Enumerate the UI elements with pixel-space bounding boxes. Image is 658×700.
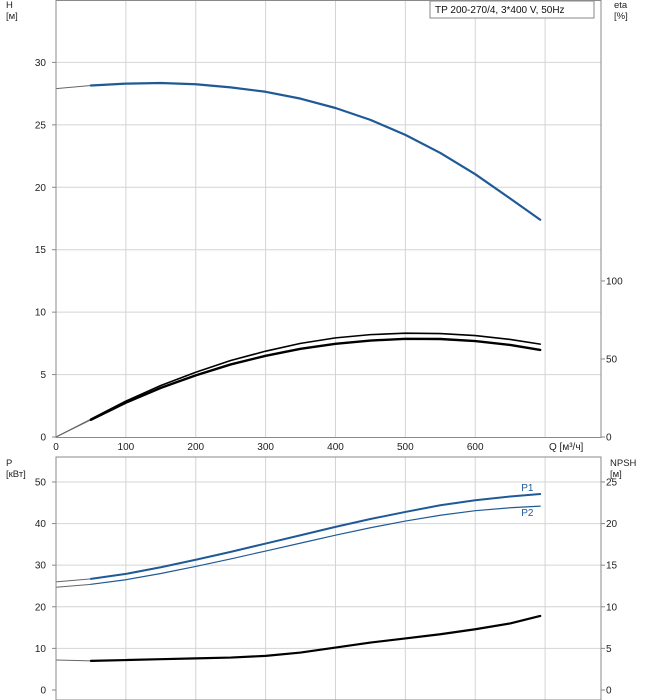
series-line-extension	[55, 578, 92, 583]
x-tick-label: 0	[53, 442, 59, 453]
x-tick-label: 600	[467, 442, 484, 453]
legend-box	[429, 0, 595, 19]
y-tick-label-left: 30	[35, 561, 47, 572]
y-tick-label-left: 20	[35, 602, 47, 613]
series-line-extension	[55, 583, 92, 588]
y-axis-label-left: H [м]	[6, 0, 18, 22]
y-tick-label-right: 20	[606, 519, 618, 530]
y-axis-label-left: P [кВт]	[6, 458, 26, 480]
y-tick-label-right: 0	[606, 433, 612, 444]
bottom-panel-grid	[56, 457, 601, 700]
series-line	[89, 614, 542, 662]
x-axis-label: Q [м³/ч]	[549, 442, 584, 453]
series-line-extension	[55, 85, 92, 90]
axis-labels: H [м] eta [%] P [кВт] NPSH [м] Q [м³/ч]	[6, 0, 637, 480]
y-tick-label-right: 25	[606, 477, 618, 488]
y-tick-label-left: 15	[35, 245, 47, 256]
y-tick-label-right: 15	[606, 561, 618, 572]
y-tick-label-right: 10	[606, 602, 618, 613]
y-tick-label-right: 100	[606, 276, 623, 287]
series-label: P2	[521, 508, 534, 519]
y-tick-label-left: 10	[35, 308, 47, 319]
legend-text: TP 200-270/4, 3*400 V, 50Hz	[435, 5, 565, 16]
series-line-extension	[55, 659, 92, 662]
y-tick-label-right: 0	[606, 686, 612, 697]
bottom-panel-frame	[55, 456, 602, 700]
series-line	[89, 493, 542, 580]
series-line-extension	[55, 419, 92, 438]
y-tick-label-right: 50	[606, 354, 618, 365]
y-tick-label-left: 50	[35, 477, 47, 488]
series-label: P1	[521, 483, 534, 494]
y-tick-label-left: 30	[35, 58, 47, 69]
series-line	[90, 505, 541, 585]
y-tick-label-left: 10	[35, 644, 47, 655]
y-axis-label-right: NPSH [м]	[610, 458, 637, 480]
x-tick-label: 200	[187, 442, 204, 453]
y-tick-label-left: 20	[35, 183, 47, 194]
x-tick-label: 400	[327, 442, 344, 453]
y-tick-label-left: 25	[35, 120, 47, 131]
y-tick-label-left: 5	[40, 370, 46, 381]
series-line	[89, 81, 542, 221]
top-panel-grid	[56, 0, 601, 437]
series-line	[90, 332, 542, 420]
x-tick-label: 300	[257, 442, 274, 453]
legend: TP 200-270/4, 3*400 V, 50Hz	[429, 0, 595, 19]
y-tick-label-left: 40	[35, 519, 47, 530]
y-axis-label-right: eta [%]	[614, 0, 628, 22]
top-panel-curves	[55, 81, 542, 438]
top-panel-frame	[55, 0, 602, 438]
x-tick-label: 100	[118, 442, 135, 453]
y-tick-label-left: 0	[40, 433, 46, 444]
series-line	[89, 337, 542, 422]
bottom-panel-curves: P1 P2	[55, 483, 542, 662]
x-tick-label: 500	[397, 442, 414, 453]
y-tick-label-right: 5	[606, 644, 612, 655]
y-tick-label-left: 0	[40, 686, 46, 697]
